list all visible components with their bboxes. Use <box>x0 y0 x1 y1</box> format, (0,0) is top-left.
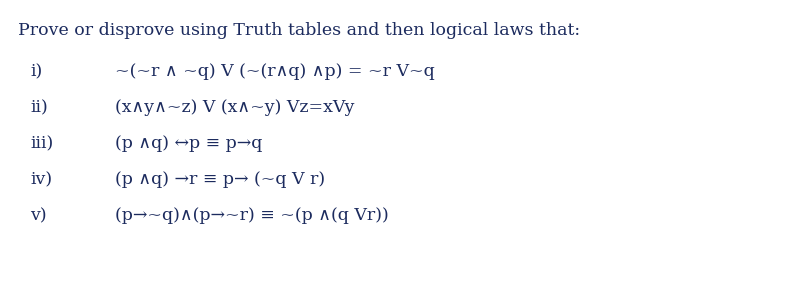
Text: i): i) <box>30 64 42 81</box>
Text: Prove or disprove using Truth tables and then logical laws that:: Prove or disprove using Truth tables and… <box>18 22 580 39</box>
Text: ii): ii) <box>30 99 48 116</box>
Text: (p ∧q) →r ≡ p→ (~q V r): (p ∧q) →r ≡ p→ (~q V r) <box>115 171 325 188</box>
Text: (p→~q)∧(p→~r) ≡ ~(p ∧(q Vr)): (p→~q)∧(p→~r) ≡ ~(p ∧(q Vr)) <box>115 208 389 225</box>
Text: (x∧y∧~z) V (x∧~y) Vz=xVy: (x∧y∧~z) V (x∧~y) Vz=xVy <box>115 99 355 116</box>
Text: ~(~r ∧ ~q) V (~(r∧q) ∧p) = ~r V~q: ~(~r ∧ ~q) V (~(r∧q) ∧p) = ~r V~q <box>115 64 435 81</box>
Text: iii): iii) <box>30 136 53 153</box>
Text: iv): iv) <box>30 171 52 188</box>
Text: v): v) <box>30 208 47 225</box>
Text: (p ∧q) ↔p ≡ p→q: (p ∧q) ↔p ≡ p→q <box>115 136 262 153</box>
